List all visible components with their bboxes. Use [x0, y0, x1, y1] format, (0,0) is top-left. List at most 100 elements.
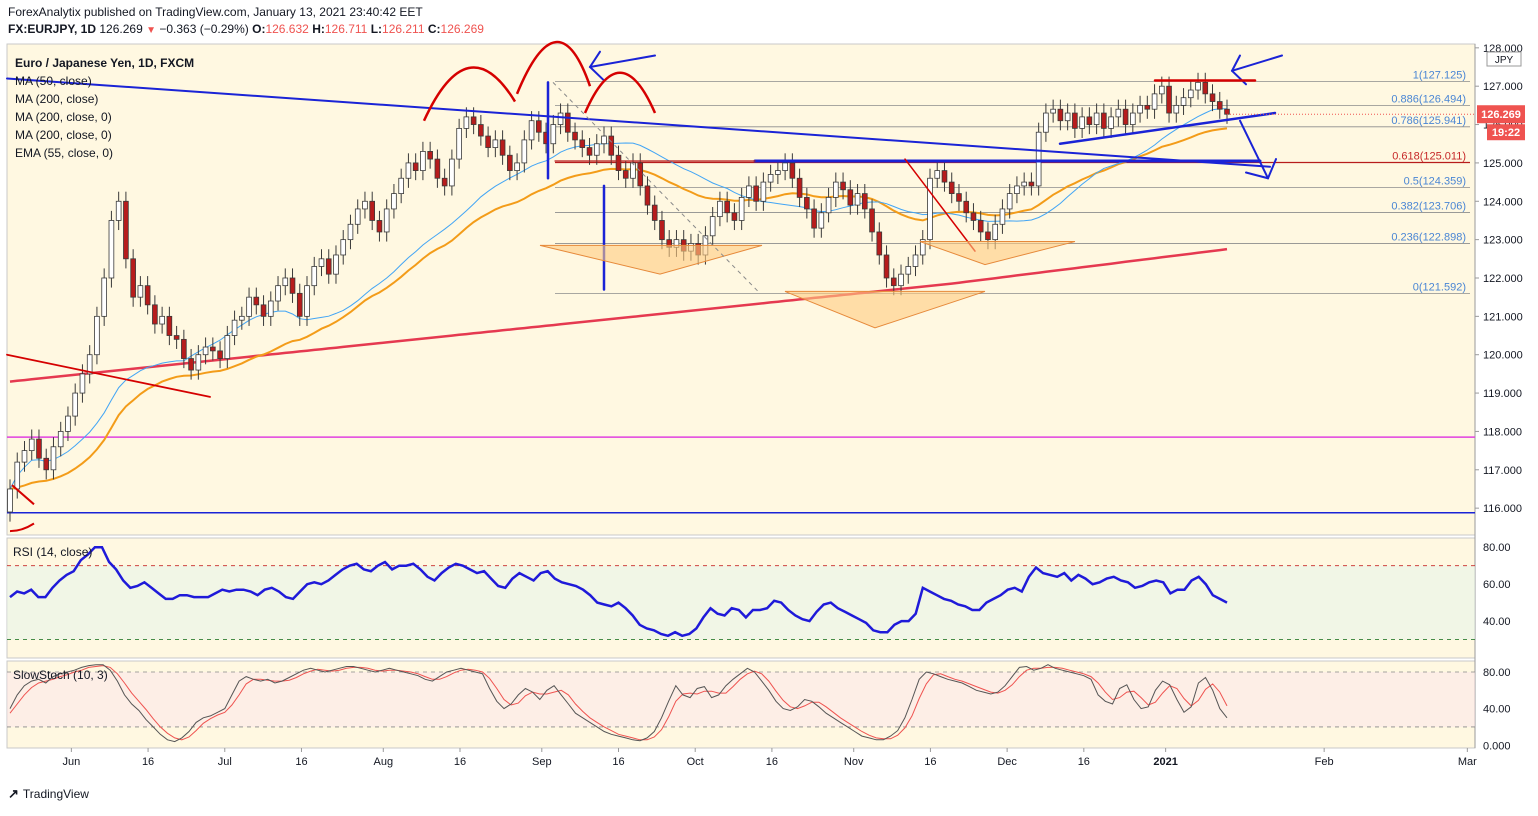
candle-body [528, 120, 535, 141]
legend-item-ma50[interactable]: MA (50, close) [15, 74, 92, 88]
candle-body [289, 277, 296, 294]
tradingview-logo[interactable]: ↗ TradingView [8, 786, 89, 802]
countdown-label: 19:22 [1492, 127, 1520, 139]
arrow-shaft-1 [589, 54, 656, 69]
candle-body [977, 220, 984, 233]
candle-body [296, 292, 303, 317]
candle-body [463, 116, 470, 129]
candle-body [746, 185, 752, 198]
candle-body [1064, 112, 1071, 122]
candle-body [1108, 116, 1114, 129]
candle-body [14, 461, 21, 490]
main-pane-bg [7, 44, 1475, 535]
stoch-tick-label: 80.00 [1483, 667, 1511, 679]
candle-body [434, 158, 441, 179]
candle-body [731, 212, 738, 221]
candle-body [767, 174, 774, 183]
candle-body [354, 208, 361, 225]
candle-body [456, 127, 462, 160]
rising-trendline [1058, 111, 1277, 145]
candle-body [601, 135, 607, 145]
candle-body [927, 177, 933, 241]
candle-body [615, 154, 622, 171]
candle-body [246, 296, 252, 317]
candle-body [861, 193, 868, 210]
instrument-title[interactable]: Euro / Japanese Yen, 1D, FXCM [15, 56, 195, 70]
candle-body [564, 112, 571, 133]
candle-body [325, 258, 332, 275]
candle-body [579, 139, 586, 148]
candle-body [412, 162, 419, 171]
candle-body [738, 197, 745, 221]
candle-body [224, 335, 231, 359]
publish-info: ForexAnalytix published on TradingView.c… [8, 5, 423, 19]
fib-level-label: 0(121.592) [1413, 282, 1466, 294]
candle-body [1043, 112, 1049, 133]
currency-badge [1486, 51, 1522, 67]
candle-body [231, 319, 238, 336]
x-tick-label: Jun [62, 756, 80, 768]
fib-level-label: 0.786(125.941) [1391, 115, 1466, 127]
candle-body [239, 315, 245, 321]
y-tick-label: 125.000 [1483, 158, 1523, 170]
candle-body [593, 143, 600, 156]
candle-body [492, 139, 499, 148]
down-arrow-icon: ▼ [146, 25, 157, 36]
low-label: L: [370, 22, 383, 36]
candle-body [1151, 93, 1158, 110]
candle-body [630, 162, 636, 179]
candle-body [50, 446, 57, 471]
ohlc-header: FX:EURJPY, 1D 126.269 ▼ −0.363 (−0.29%) … [8, 22, 484, 36]
y-tick-label: 119.000 [1483, 388, 1522, 400]
candle-body [811, 208, 817, 229]
legend-item-ema55[interactable]: EMA (55, close, 0) [15, 146, 114, 160]
candle-body [717, 200, 723, 218]
rsi-band [7, 565, 1475, 640]
shoulder-left-arc [422, 66, 517, 122]
candle-body [1187, 89, 1194, 99]
candle-body [398, 177, 404, 195]
legend-item-ma200-0[interactable]: MA (200, close, 0) [15, 110, 112, 124]
candle-body [833, 181, 839, 198]
open-label: O: [252, 22, 266, 36]
fib-level-label: 0.5(124.359) [1404, 176, 1466, 188]
rsi-label[interactable]: RSI (14, close) [13, 545, 93, 559]
legend-item-ma200[interactable]: MA (200, close) [15, 92, 99, 106]
candle-body [43, 457, 50, 471]
stoch-tick-label: 40.00 [1483, 704, 1511, 716]
candle-body [919, 239, 926, 256]
candle-body [427, 151, 433, 160]
candle-body [1093, 112, 1100, 125]
legend-item-ma200-1[interactable]: MA (200, close, 0) [15, 128, 112, 142]
candle-body [1137, 104, 1143, 114]
candle-body [1057, 108, 1064, 122]
candle-body [260, 304, 267, 317]
candle-body [622, 170, 629, 179]
last-price: 126.269 [99, 22, 143, 36]
candle-body [941, 170, 948, 183]
candle-body [724, 200, 730, 214]
x-tick-label: Jul [218, 756, 232, 768]
candle-body [557, 112, 564, 125]
fib-level-label: 0.236(122.898) [1391, 232, 1466, 244]
candle-body [521, 139, 528, 164]
candle-body [1101, 112, 1107, 129]
candle-body [948, 181, 955, 195]
stoch-label[interactable]: SlowStoch (10, 3) [13, 668, 108, 682]
y-tick-label: 123.000 [1483, 235, 1523, 247]
y-tick-label: 118.000 [1483, 426, 1522, 438]
candle-body [123, 200, 129, 260]
close-label: C: [427, 22, 441, 36]
candle-body [840, 181, 846, 191]
candle-body [115, 200, 122, 221]
symbol-label[interactable]: FX:EURJPY, 1D [8, 22, 97, 36]
last-price-badge-label: 126.269 [1481, 109, 1521, 121]
candle-body [144, 285, 151, 306]
candle-body [420, 151, 426, 171]
rsi-line [9, 545, 1228, 638]
x-tick-label: Feb [1315, 756, 1334, 768]
y-tick-label: 120.000 [1483, 350, 1523, 362]
publish-text: ForexAnalytix published on TradingView.c… [8, 5, 423, 19]
